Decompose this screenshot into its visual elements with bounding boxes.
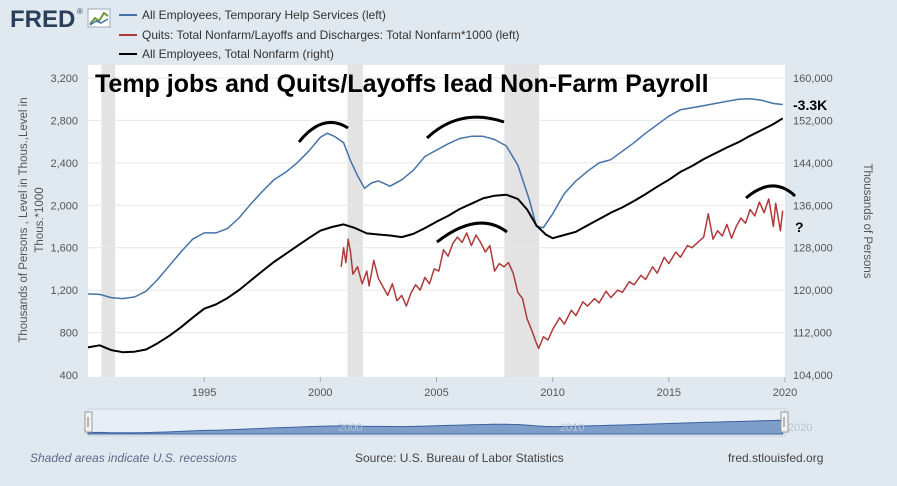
legend-label-total-nonfarm: All Employees, Total Nonfarm (right) [142,47,334,61]
question-annotation: ? [795,219,804,235]
arc-quits-2019 [745,184,797,200]
right-tick-label-2: 120,000 [793,285,833,297]
logo-registered: ® [77,7,83,16]
left-tick-label-2: 1,200 [50,285,78,297]
right-tick-label-6: 152,000 [793,115,833,127]
fred-logo[interactable]: FRED ® [10,6,111,33]
x-axis-ticks: 1995 2000 2005 2010 2015 2020 [192,377,797,399]
legend-item-quits-layoffs[interactable]: Quits: Total Nonfarm/Layoffs and Dischar… [119,28,520,42]
navigator-series-area [87,419,784,435]
grid-lines [88,77,785,334]
right-tick-label-3: 128,000 [793,243,833,255]
left-tick-label-4: 2,000 [50,200,78,212]
right-tick-label-5: 144,000 [793,158,833,170]
series-lines [87,97,784,354]
range-handle-right[interactable] [780,411,789,433]
source-note: Source: U.S. Bureau of Labor Statistics [355,451,564,465]
x-tick-label-0: 1995 [192,387,216,399]
right-tick-label-1: 112,000 [793,328,832,340]
left-tick-label-1: 800 [60,328,78,340]
x-tick-label-2: 2005 [424,387,448,399]
recession-band-1 [347,65,363,377]
range-selector[interactable]: 2000 2010 2020 [84,408,812,437]
trend-arc-annotations [297,115,797,244]
left-axis-label-line2: Thous.*1000 [34,187,46,252]
series-line-total-nonfarm [87,117,784,354]
arc-quits-2006 [436,221,508,244]
site-link[interactable]: fred.stlouisfed.org [728,451,823,465]
x-tick-label-1: 2000 [308,387,332,399]
left-tick-label-5: 2,400 [50,158,78,170]
x-tick-label-5: 2020 [773,387,797,399]
right-tick-label-0: 104,000 [793,370,833,382]
right-tick-label-7: 160,000 [793,73,833,85]
right-axis-ticks: 104,000 112,000 120,000 128,000 136,000 144,0… [793,73,833,382]
legend-item-total-nonfarm[interactable]: All Employees, Total Nonfarm (right) [119,47,334,61]
left-axis-label-line1: Thousands of Persons , Level in Thous.,L… [18,97,30,342]
range-label-2020: 2020 [788,422,812,434]
range-label-2010: 2010 [560,422,584,434]
nfp-change-annotation: -3.3K [793,97,827,113]
legend: All Employees, Temporary Help Services (… [119,8,520,61]
legend-label-temp-help: All Employees, Temporary Help Services (… [142,8,386,22]
series-line-quits-layoffs [340,198,784,350]
left-tick-label-3: 1,600 [50,243,78,255]
arc-temp-2006 [425,115,505,140]
left-tick-label-0: 400 [60,370,78,382]
series-line-temp-help [87,97,783,300]
x-tick-label-3: 2010 [540,387,564,399]
recession-note: Shaded areas indicate U.S. recessions [30,451,237,465]
right-axis-label: Thousands of Persons [861,163,873,278]
x-tick-label-4: 2015 [657,387,681,399]
legend-label-quits-layoffs: Quits: Total Nonfarm/Layoffs and Dischar… [142,28,520,42]
logo-chart-icon [87,8,111,28]
chart-title: Temp jobs and Quits/Layoffs lead Non-Far… [95,70,709,98]
left-tick-label-7: 3,200 [50,73,78,85]
range-handle-left[interactable] [84,411,93,433]
recession-band-0 [101,65,116,377]
arc-temp-2000 [297,120,349,143]
range-label-2000: 2000 [338,422,362,434]
logo-text: FRED [10,6,75,33]
left-tick-label-6: 2,800 [50,115,78,127]
right-tick-label-4: 136,000 [793,200,833,212]
legend-item-temp-help[interactable]: All Employees, Temporary Help Services (… [119,8,386,22]
left-axis-ticks: 400 800 1,200 1,600 2,000 2,400 2,800 3,200 [50,73,78,382]
